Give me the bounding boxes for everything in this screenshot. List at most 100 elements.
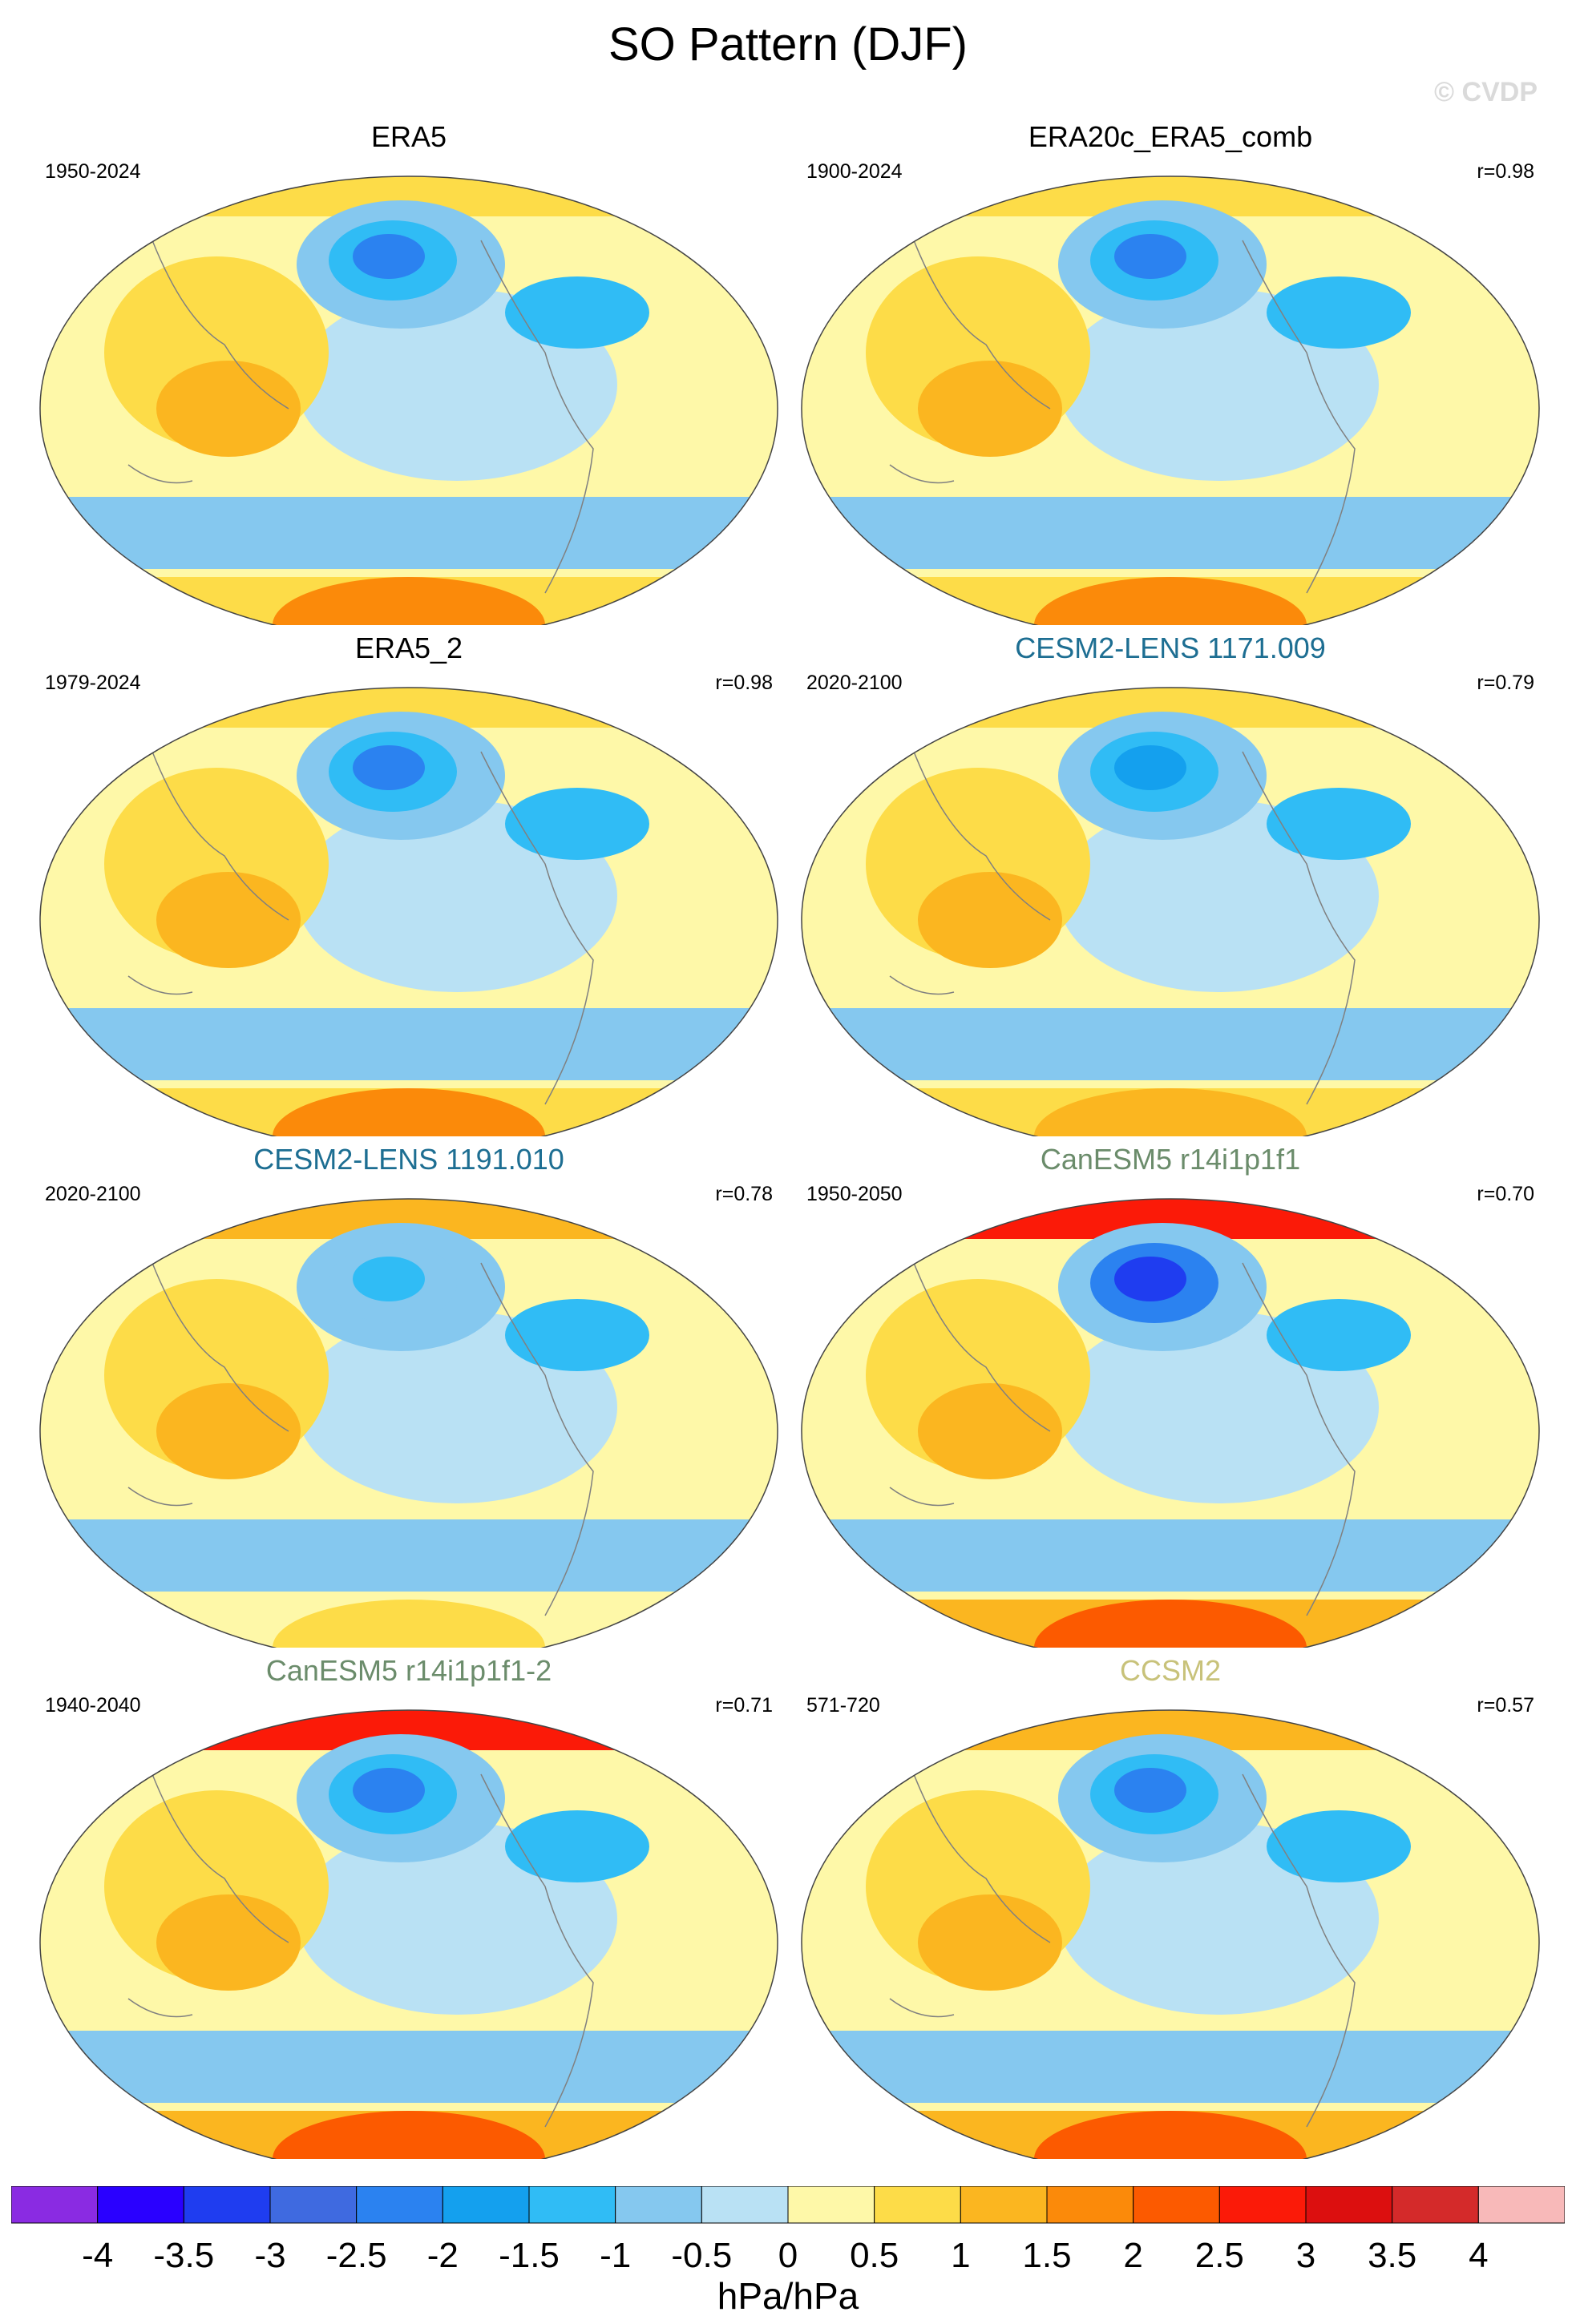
panel-correlation: r=0.79	[1477, 672, 1534, 694]
map-svg	[801, 687, 1540, 1136]
north-pacific-low	[1114, 745, 1186, 790]
panel-title: CESM2-LENS 1171.009	[1015, 631, 1326, 664]
coastline	[889, 240, 1356, 594]
colorbar-swatch	[1046, 2186, 1134, 2224]
panel-correlation: r=0.98	[715, 672, 773, 694]
map-panel: ERA20c_ERA5_comb 1900-2024 r=0.98	[794, 120, 1547, 633]
southern-midlat-band	[802, 2031, 1539, 2103]
colorbar-swatch	[1392, 2186, 1479, 2224]
colorbar-tick-label: 2	[1123, 2236, 1143, 2275]
north-atlantic-low	[505, 276, 649, 349]
colorbar-tick-label: 3	[1295, 2236, 1316, 2275]
north-pacific-low	[1114, 1768, 1186, 1813]
north-atlantic-low	[505, 788, 649, 860]
colorbar-swatch	[97, 2186, 184, 2224]
panel-correlation: r=0.71	[715, 1694, 773, 1717]
panel-title: CCSM2	[1119, 1654, 1222, 1687]
colorbar-tick-label: -2	[426, 2236, 459, 2275]
coastline	[127, 1262, 594, 1616]
panel-period: 1979-2024	[45, 672, 141, 694]
panel-title: CanESM5 r14i1p1f1	[1040, 1143, 1301, 1176]
colorbar-tick-label: 4	[1469, 2236, 1489, 2275]
map-border	[39, 176, 778, 625]
colorbar-swatch	[701, 2186, 789, 2224]
coastline	[889, 1262, 1356, 1616]
colorbar-tick-label: 2.5	[1194, 2236, 1244, 2275]
colorbar-tick-label: -3	[254, 2236, 286, 2275]
colorbar-tick-label: -1	[600, 2236, 632, 2275]
map-panel: CanESM5 r14i1p1f1-2 1940-2040 r=0.71	[32, 1654, 786, 2167]
colorbar-swatch	[1477, 2186, 1565, 2224]
north-atlantic-low	[1267, 1810, 1411, 1882]
colorbar-tick-label: 0	[778, 2236, 798, 2275]
southern-high	[1034, 577, 1307, 625]
map-svg	[801, 1198, 1540, 1648]
maritime-continent-high	[156, 361, 301, 457]
southern-midlat-band	[40, 497, 778, 569]
colorbar-tick-label: -1.5	[499, 2236, 560, 2275]
map-border	[801, 176, 1540, 625]
southern-midlat-band	[802, 497, 1539, 569]
colorbar-swatch	[356, 2186, 443, 2224]
map-border	[39, 687, 778, 1136]
southern-high	[273, 577, 545, 625]
colorbar-swatch	[787, 2186, 875, 2224]
panel-period: 1900-2024	[806, 160, 903, 183]
colorbar-tick-label: -2.5	[325, 2236, 387, 2275]
north-pacific-low	[353, 1768, 425, 1813]
map-svg	[39, 1198, 778, 1648]
cvdp-watermark: © CVDP	[1434, 77, 1538, 107]
panel-correlation: r=0.57	[1477, 1694, 1534, 1717]
map-svg	[801, 176, 1540, 625]
colorbar-swatch	[11, 2186, 99, 2224]
southern-midlat-band	[40, 2031, 778, 2103]
north-atlantic-low	[505, 1810, 649, 1882]
panel-period: 1950-2024	[45, 160, 141, 183]
colorbar	[11, 2186, 1565, 2224]
maritime-continent-high	[918, 1383, 1062, 1479]
north-pacific-low	[1114, 234, 1186, 279]
colorbar-swatch	[960, 2186, 1048, 2224]
north-pacific-low	[353, 1257, 425, 1301]
map-border	[39, 1198, 778, 1648]
coastline	[127, 1773, 594, 2128]
panel-period: 571-720	[806, 1694, 880, 1717]
map-svg	[39, 687, 778, 1136]
north-pacific-low	[353, 745, 425, 790]
southern-high	[1034, 1600, 1307, 1648]
map-svg	[801, 1709, 1540, 2159]
colorbar-swatch	[528, 2186, 616, 2224]
southern-high	[273, 1088, 545, 1136]
maritime-continent-high	[918, 361, 1062, 457]
panel-period: 2020-2100	[806, 672, 903, 694]
colorbar-swatch	[1305, 2186, 1393, 2224]
maritime-continent-high	[918, 1894, 1062, 1991]
coastline	[127, 751, 594, 1105]
maritime-continent-high	[156, 872, 301, 968]
figure-title: SO Pattern (DJF)	[608, 18, 968, 71]
north-pacific-low	[1114, 1257, 1186, 1301]
north-pacific-low	[353, 234, 425, 279]
colorbar-swatch	[1133, 2186, 1220, 2224]
colorbar-swatch	[874, 2186, 961, 2224]
map-panel: CanESM5 r14i1p1f1 1950-2050 r=0.70	[794, 1143, 1547, 1656]
north-atlantic-low	[505, 1299, 649, 1371]
maritime-continent-high	[156, 1894, 301, 1991]
southern-high	[1034, 2111, 1307, 2159]
map-border	[801, 1198, 1540, 1648]
panel-period: 2020-2100	[45, 1183, 141, 1205]
coastline	[889, 751, 1356, 1105]
panel-correlation: r=0.70	[1477, 1183, 1534, 1205]
colorbar-tick-label: 1	[951, 2236, 971, 2275]
coastline	[889, 1773, 1356, 2128]
map-panel: ERA5 1950-2024	[32, 120, 786, 633]
maritime-continent-high	[918, 872, 1062, 968]
panel-correlation: r=0.78	[715, 1183, 773, 1205]
colorbar-units: hPa/hPa	[717, 2275, 859, 2317]
southern-midlat-band	[802, 1008, 1539, 1080]
map-svg	[39, 176, 778, 625]
colorbar-swatch	[269, 2186, 358, 2224]
map-panel: CESM2-LENS 1171.009 2020-2100 r=0.79	[794, 631, 1547, 1144]
panel-title: ERA5_2	[354, 631, 463, 664]
map-border	[801, 1709, 1540, 2159]
